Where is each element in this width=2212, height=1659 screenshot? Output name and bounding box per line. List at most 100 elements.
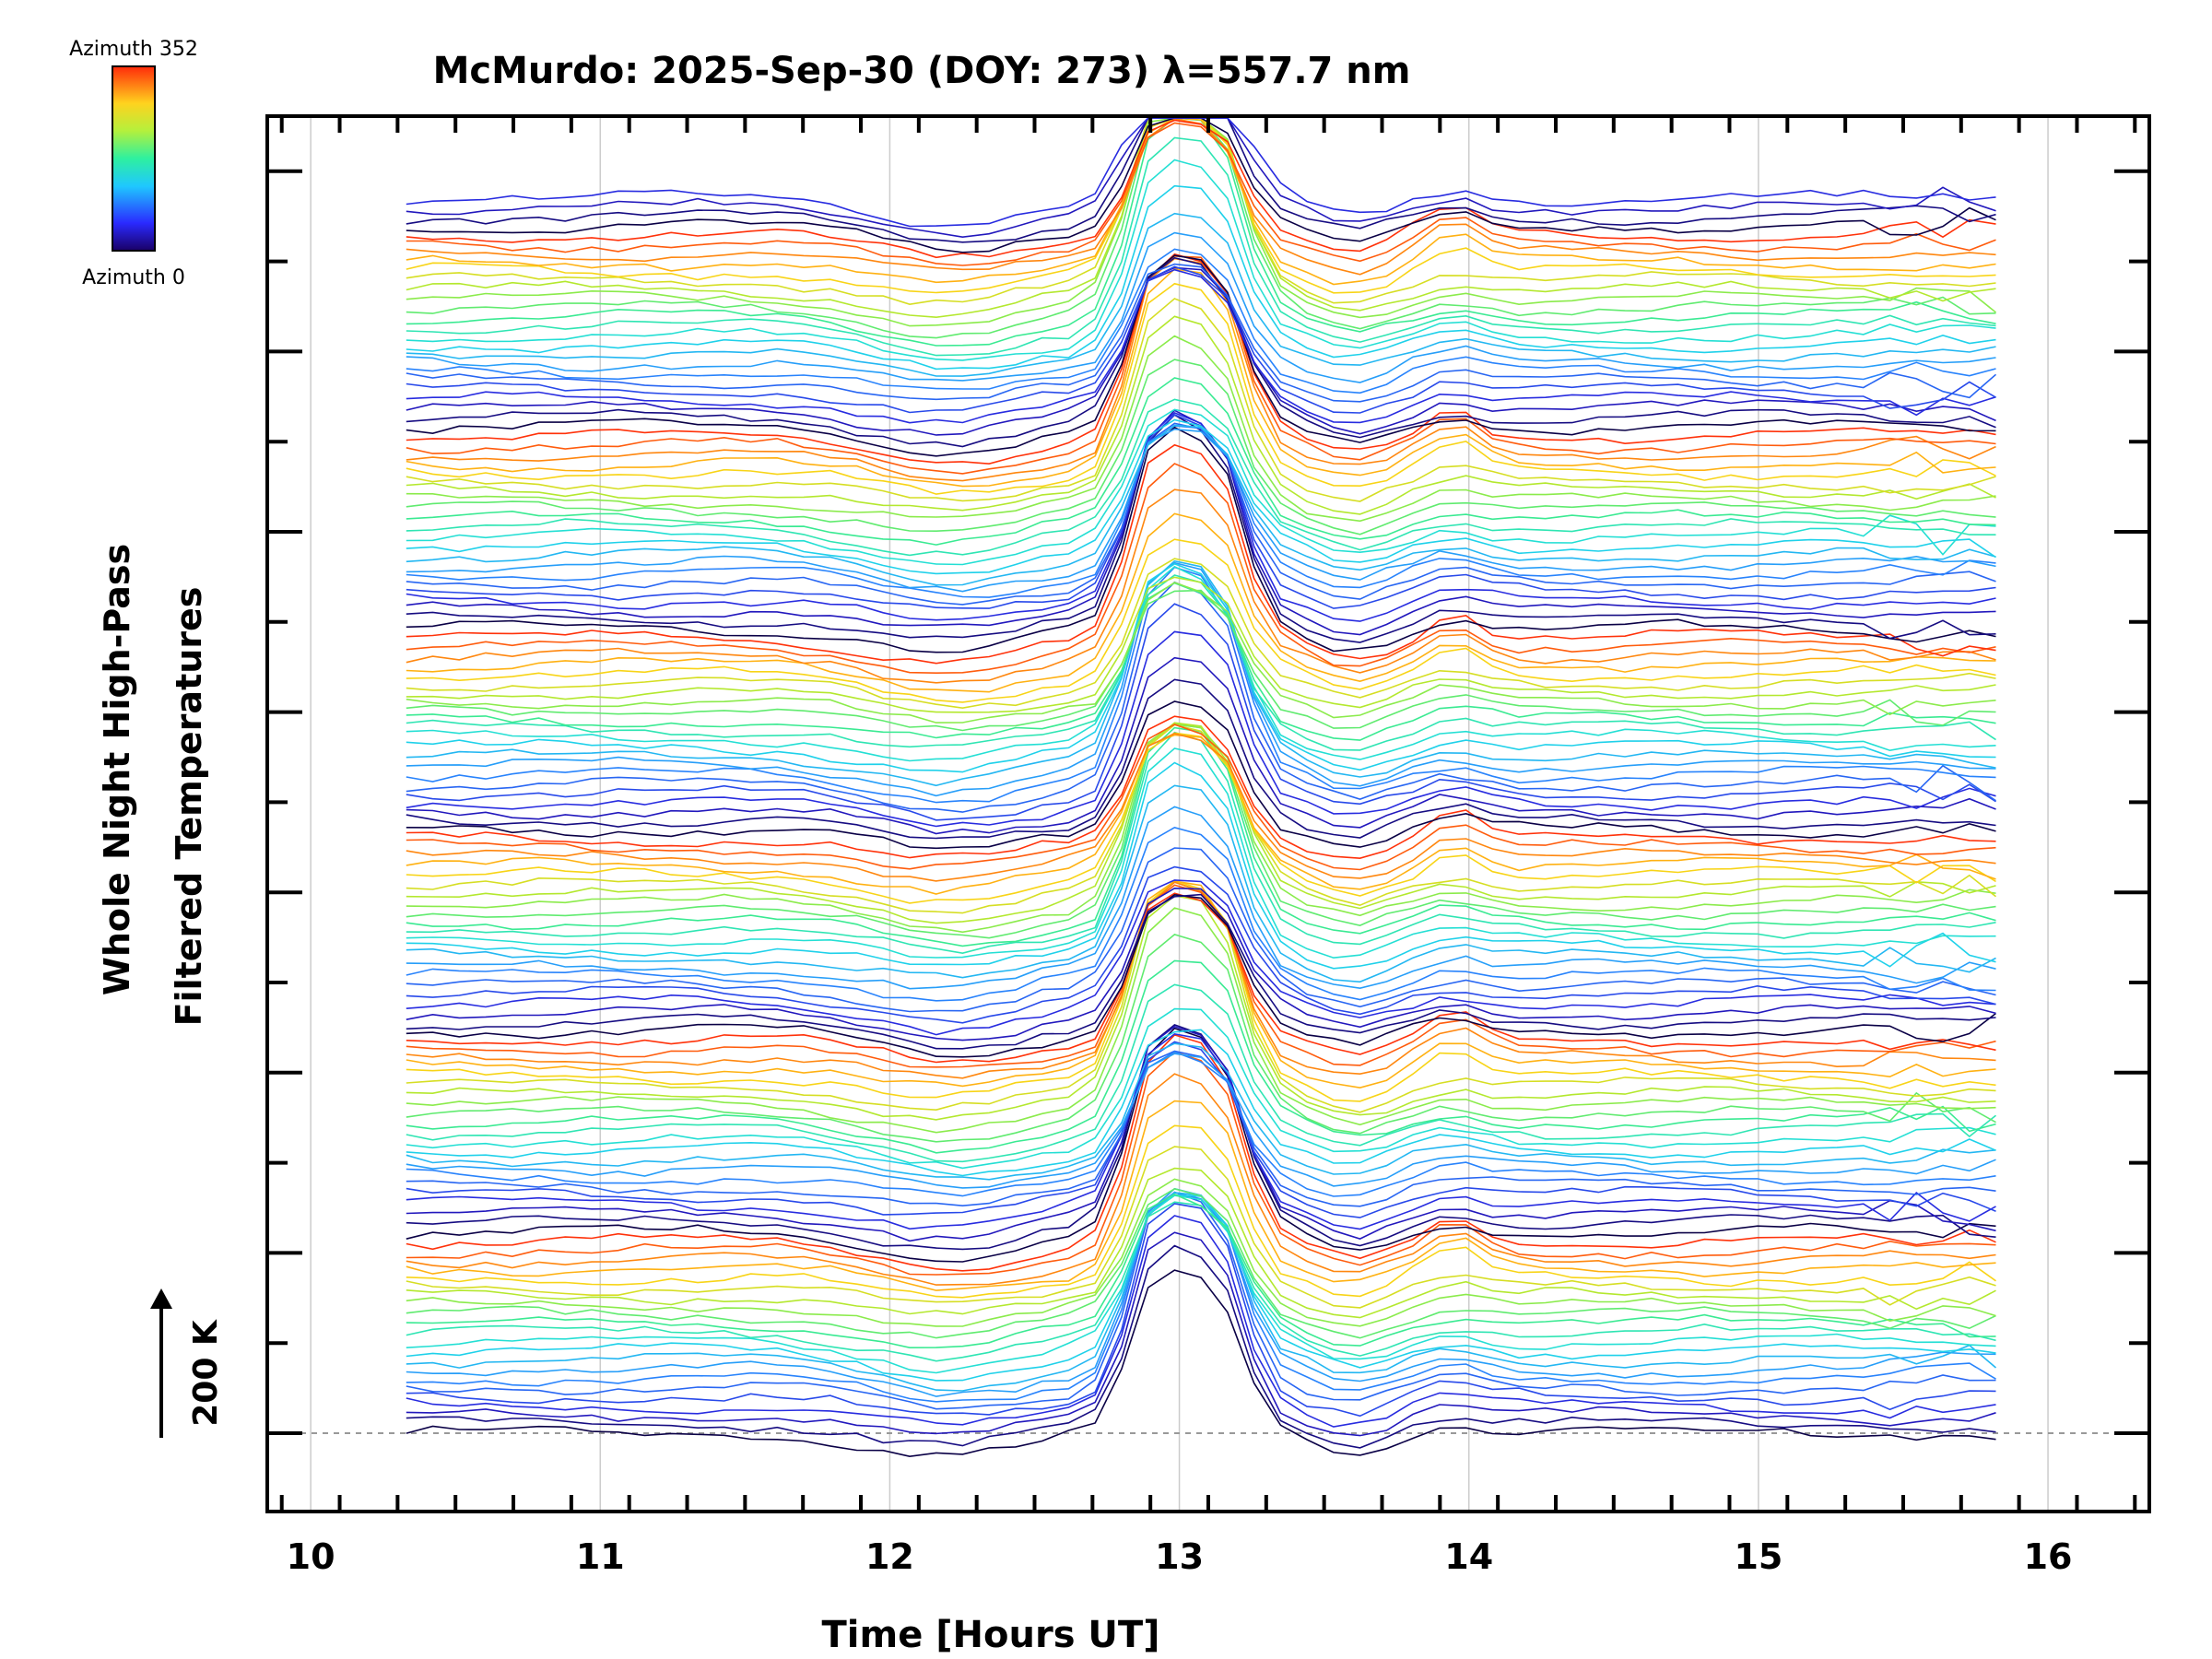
x-tick-labels: 10 11 12 13 14 15 16 bbox=[287, 1536, 2073, 1577]
series-line bbox=[406, 558, 1996, 710]
series-line bbox=[406, 1053, 1996, 1189]
series-line bbox=[406, 566, 1996, 804]
series-line bbox=[406, 1007, 1996, 1170]
series-line bbox=[406, 1051, 1996, 1276]
series-line bbox=[406, 512, 1996, 693]
series-line bbox=[406, 1041, 1996, 1218]
x-tick-label: 16 bbox=[2024, 1536, 2073, 1577]
series-line bbox=[406, 630, 1996, 828]
series-line bbox=[406, 1033, 1996, 1230]
series-line bbox=[406, 732, 1996, 904]
colorbar-min-label: Azimuth 0 bbox=[82, 266, 185, 289]
series-line bbox=[406, 231, 1996, 383]
series-line bbox=[406, 806, 1996, 990]
series-line bbox=[406, 265, 1996, 414]
series-line bbox=[406, 117, 1996, 347]
series-line bbox=[406, 538, 1996, 703]
series-line bbox=[406, 983, 1996, 1163]
series-line bbox=[406, 1167, 1996, 1319]
series-line bbox=[406, 1100, 1996, 1291]
series-line bbox=[406, 603, 1996, 821]
series-line bbox=[406, 398, 1996, 557]
series-line bbox=[406, 880, 1996, 1089]
series-line bbox=[406, 159, 1996, 361]
x-tick-label: 11 bbox=[576, 1536, 625, 1577]
series-line bbox=[406, 257, 1996, 482]
series-line bbox=[406, 443, 1996, 665]
series-line bbox=[406, 847, 1996, 1013]
series-line bbox=[406, 248, 1996, 394]
series-line bbox=[406, 315, 1996, 515]
series-line bbox=[406, 411, 1996, 622]
series-line bbox=[406, 907, 1996, 1134]
series-line bbox=[406, 1193, 1996, 1349]
series-line bbox=[406, 879, 1996, 1036]
chart-title: McMurdo: 2025-Sep-30 (DOY: 273) λ=557.7 … bbox=[433, 50, 1411, 92]
colorbar: Azimuth 352 Azimuth 0 bbox=[69, 38, 198, 289]
series-line bbox=[406, 734, 1996, 895]
series-line bbox=[406, 1051, 1996, 1197]
gridlines bbox=[310, 116, 2049, 1512]
series-line bbox=[406, 724, 1996, 939]
series-line bbox=[406, 1027, 1996, 1263]
series-line bbox=[406, 254, 1996, 457]
series-line bbox=[406, 723, 1996, 934]
series-line bbox=[406, 678, 1996, 840]
series-line bbox=[406, 268, 1996, 424]
series-line bbox=[406, 589, 1996, 732]
colorbar-gradient bbox=[112, 65, 156, 252]
series-line bbox=[406, 1191, 1996, 1410]
x-axis-ticks bbox=[279, 116, 2137, 1512]
series-line bbox=[406, 212, 1996, 377]
y-axis-label-line1: Whole Night High-Pass bbox=[97, 544, 137, 995]
series-line bbox=[406, 488, 1996, 684]
series-line bbox=[406, 1215, 1996, 1428]
series-line bbox=[406, 117, 1997, 327]
series-line bbox=[406, 865, 1996, 1024]
y-axis-ticks bbox=[267, 169, 2149, 1435]
series-line bbox=[406, 1029, 1996, 1177]
series-line bbox=[406, 656, 1996, 835]
series-line bbox=[406, 1042, 1996, 1181]
series-line bbox=[406, 1073, 1996, 1286]
series-line bbox=[406, 1194, 1996, 1374]
scale-bar: 200 K bbox=[150, 1288, 225, 1438]
scale-bar-arrow-head bbox=[150, 1288, 172, 1309]
series-line bbox=[406, 117, 1996, 253]
x-tick-label: 10 bbox=[287, 1536, 335, 1577]
series-line bbox=[406, 724, 1996, 871]
series-line bbox=[406, 1023, 1996, 1251]
series-line bbox=[406, 256, 1996, 448]
x-tick-label: 13 bbox=[1155, 1536, 1204, 1577]
series-line bbox=[406, 576, 1996, 713]
x-axis-label: Time [Hours UT] bbox=[822, 1614, 1160, 1656]
colorbar-max-label: Azimuth 352 bbox=[69, 38, 198, 61]
series-line bbox=[406, 268, 1996, 488]
series-line bbox=[406, 255, 1996, 475]
traces bbox=[406, 117, 1997, 1458]
series-line bbox=[406, 418, 1996, 575]
series-line bbox=[406, 1203, 1996, 1418]
series-line bbox=[406, 892, 1996, 1064]
series-line bbox=[406, 184, 1996, 371]
series-line bbox=[406, 724, 1997, 914]
series-line bbox=[406, 826, 1996, 1002]
series-line bbox=[406, 884, 1996, 1068]
series-line bbox=[406, 1231, 1996, 1437]
series-line bbox=[406, 731, 1996, 955]
series-line bbox=[406, 934, 1996, 1143]
series-line bbox=[406, 119, 1996, 259]
series-line bbox=[406, 562, 1996, 773]
series-line bbox=[406, 463, 1996, 675]
series-line bbox=[406, 561, 1996, 797]
series-line bbox=[406, 747, 1996, 959]
series-line bbox=[406, 359, 1996, 535]
series-line bbox=[406, 1025, 1996, 1242]
series-line bbox=[406, 1244, 1996, 1449]
series-line bbox=[406, 881, 1996, 1079]
series-line bbox=[406, 428, 1996, 593]
series-line bbox=[406, 784, 1996, 983]
series-line bbox=[406, 565, 1996, 762]
series-line bbox=[406, 887, 1996, 1041]
